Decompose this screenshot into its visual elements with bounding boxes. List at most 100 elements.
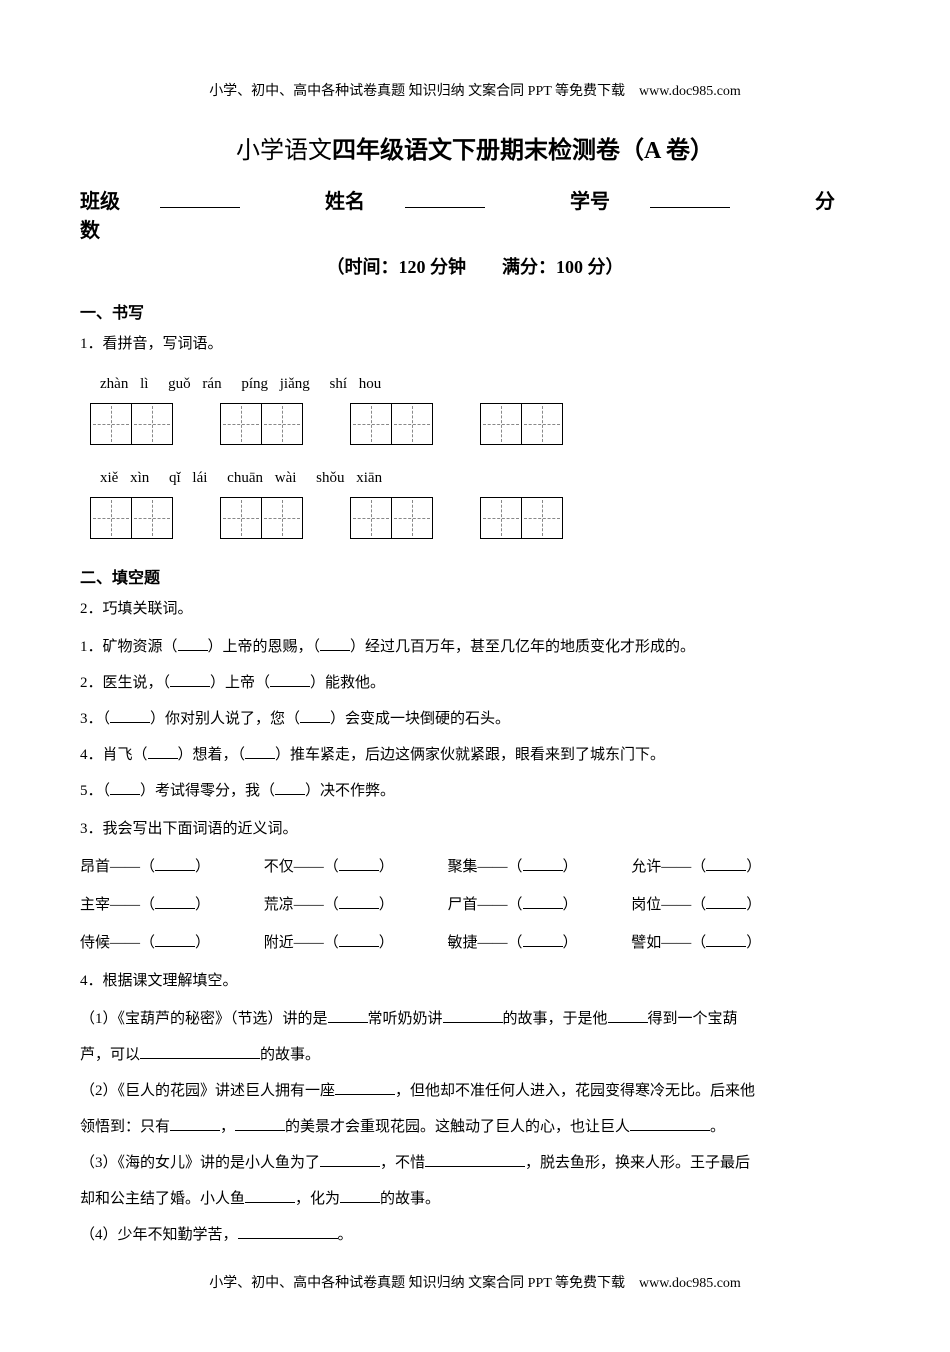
blank[interactable] <box>706 933 746 948</box>
char-box[interactable] <box>350 497 392 539</box>
blank[interactable] <box>140 1045 260 1060</box>
blank[interactable] <box>235 1117 285 1132</box>
blank[interactable] <box>328 1009 368 1024</box>
char-box[interactable] <box>90 403 132 445</box>
char-box[interactable] <box>220 497 262 539</box>
char-box-row-1 <box>90 403 870 450</box>
blank[interactable] <box>155 933 195 948</box>
text: 岗位—— <box>631 897 691 913</box>
blank[interactable] <box>155 895 195 910</box>
blank[interactable] <box>270 673 310 688</box>
blank[interactable] <box>245 745 275 760</box>
blank[interactable] <box>155 857 195 872</box>
pinyin: zhàn <box>100 376 128 392</box>
blank[interactable] <box>300 709 330 724</box>
pinyin: wài <box>275 470 297 486</box>
char-box[interactable] <box>391 403 433 445</box>
blank[interactable] <box>245 1189 295 1204</box>
blank[interactable] <box>706 895 746 910</box>
text: 领悟到：只有 <box>80 1119 170 1135</box>
text: 常听奶奶讲 <box>368 1011 443 1027</box>
blank[interactable] <box>443 1009 503 1024</box>
blank[interactable] <box>238 1225 338 1240</box>
char-box[interactable] <box>480 497 522 539</box>
blank[interactable] <box>170 673 210 688</box>
class-blank[interactable] <box>160 187 240 208</box>
blank[interactable] <box>339 895 379 910</box>
blank[interactable] <box>339 857 379 872</box>
char-box[interactable] <box>90 497 132 539</box>
blank[interactable] <box>608 1009 648 1024</box>
blank[interactable] <box>148 745 178 760</box>
blank[interactable] <box>178 637 208 652</box>
text: ， <box>220 1119 235 1135</box>
q3-row-3: 侍候——（） 附近——（） 敏捷——（） 譬如——（） <box>80 927 870 960</box>
student-info-row: 班级 姓名 学号 分数 <box>80 185 870 243</box>
text: 允许—— <box>631 859 691 875</box>
text: ）你对别人说了，您（ <box>150 711 300 727</box>
text: ，化为 <box>295 1191 340 1207</box>
text: 4．肖飞（ <box>80 747 148 763</box>
char-box[interactable] <box>131 403 173 445</box>
text: （4）少年不知勤学苦， <box>80 1227 238 1243</box>
pinyin: guǒ <box>168 376 191 392</box>
blank[interactable] <box>320 637 350 652</box>
char-box[interactable] <box>220 403 262 445</box>
blank[interactable] <box>110 709 150 724</box>
char-box[interactable] <box>261 403 303 445</box>
char-box[interactable] <box>521 403 563 445</box>
pinyin: hou <box>359 376 382 392</box>
char-box[interactable] <box>350 403 392 445</box>
text: 。 <box>338 1227 353 1243</box>
blank[interactable] <box>275 781 305 796</box>
char-box-row-2 <box>90 497 870 544</box>
text: ，脱去鱼形，换来人形。王子最后 <box>525 1155 750 1171</box>
text: ，但他却不准任何人进入，花园变得寒冷无比。后来他 <box>395 1083 755 1099</box>
text: （3）《海的女儿》讲的是小人鱼为了 <box>80 1155 320 1171</box>
blank[interactable] <box>523 933 563 948</box>
q3-row-2: 主宰——（） 荒凉——（） 尸首——（） 岗位——（） <box>80 889 870 922</box>
char-box[interactable] <box>480 403 522 445</box>
section-1-header: 一、书写 <box>80 299 870 323</box>
blank[interactable] <box>320 1153 380 1168</box>
text: 荒凉—— <box>264 897 324 913</box>
name-label: 姓名 <box>325 191 365 213</box>
blank[interactable] <box>630 1117 710 1132</box>
text: 侍候—— <box>80 935 140 951</box>
blank[interactable] <box>340 1189 380 1204</box>
text: 主宰—— <box>80 897 140 913</box>
pinyin: xìn <box>130 470 149 486</box>
text: 5．（ <box>80 783 110 799</box>
text: 却和公主结了婚。小人鱼 <box>80 1191 245 1207</box>
q2-item-1: 1．矿物资源（）上帝的恩赐，（）经过几百万年，甚至几亿年的地质变化才形成的。 <box>80 631 870 664</box>
q3-row-1: 昂首——（） 不仅——（） 聚集——（） 允许——（） <box>80 851 870 884</box>
text: 附近—— <box>264 935 324 951</box>
q2-item-4: 4．肖飞（）想着，（）推车紧走，后边这俩家伙就紧跟，眼看来到了城东门下。 <box>80 739 870 772</box>
blank[interactable] <box>523 857 563 872</box>
blank[interactable] <box>425 1153 525 1168</box>
q3-label: 3．我会写出下面词语的近义词。 <box>80 813 870 846</box>
blank[interactable] <box>523 895 563 910</box>
text: 不仅—— <box>264 859 324 875</box>
blank[interactable] <box>170 1117 220 1132</box>
char-box[interactable] <box>521 497 563 539</box>
id-blank[interactable] <box>650 187 730 208</box>
pinyin: lái <box>192 470 207 486</box>
blank[interactable] <box>335 1081 395 1096</box>
char-box[interactable] <box>391 497 433 539</box>
q2-label: 2．巧填关联词。 <box>80 593 870 626</box>
blank[interactable] <box>110 781 140 796</box>
pinyin: xiě <box>100 470 118 486</box>
blank[interactable] <box>706 857 746 872</box>
text: ）想着，（ <box>178 747 246 763</box>
char-box[interactable] <box>261 497 303 539</box>
text: 芦，可以 <box>80 1047 140 1063</box>
text: ）会变成一块倒硬的石头。 <box>330 711 510 727</box>
char-box[interactable] <box>131 497 173 539</box>
pinyin: xiān <box>356 470 382 486</box>
text: 的故事。 <box>260 1047 320 1063</box>
text: 敏捷—— <box>448 935 508 951</box>
blank[interactable] <box>339 933 379 948</box>
name-blank[interactable] <box>405 187 485 208</box>
text: 的故事。 <box>380 1191 440 1207</box>
